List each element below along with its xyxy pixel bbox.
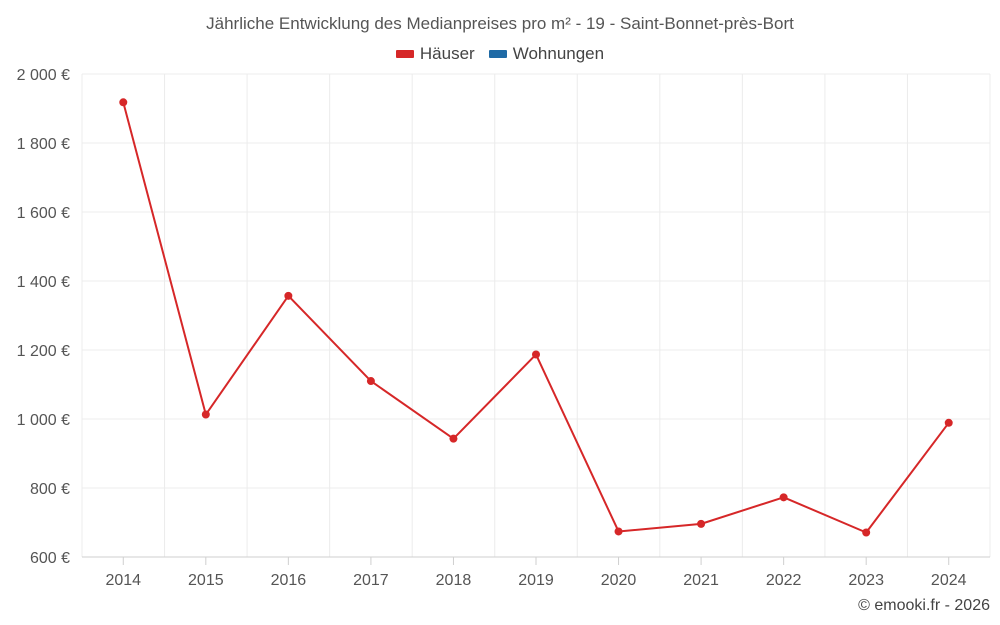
legend-swatch-houses xyxy=(395,50,414,58)
data-point xyxy=(862,528,871,537)
y-tick-label: 800 € xyxy=(30,481,70,498)
y-tick-label: 1 400 € xyxy=(17,274,70,291)
data-point xyxy=(532,350,540,359)
y-tick-label: 1 200 € xyxy=(17,343,70,360)
x-tick-label: 2017 xyxy=(353,572,389,589)
data-point xyxy=(119,98,128,107)
x-tick-label: 2022 xyxy=(766,572,802,589)
y-tick-label: 1 800 € xyxy=(17,136,70,153)
legend-label-houses: Häuser xyxy=(419,44,475,63)
credit-text: © emooki.fr - 2026 xyxy=(858,597,990,614)
legend-label-apartments: Wohnungen xyxy=(512,44,605,63)
legend-swatch-apartments xyxy=(488,50,507,58)
x-tick-label: 2021 xyxy=(683,572,719,589)
legend-item-houses[interactable]: Häuser xyxy=(395,44,475,64)
x-tick-label: 2016 xyxy=(271,572,307,589)
x-tick-label: 2015 xyxy=(188,572,224,589)
y-tick-label: 1 600 € xyxy=(17,205,70,222)
data-point xyxy=(779,493,788,502)
data-point xyxy=(284,291,293,300)
data-point xyxy=(697,519,706,528)
data-point xyxy=(944,418,953,427)
x-tick-label: 2020 xyxy=(601,572,637,589)
chart-legend: Häuser Wohnungen xyxy=(0,44,1000,64)
y-tick-label: 2 000 € xyxy=(17,67,70,84)
y-tick-label: 1 000 € xyxy=(17,412,70,429)
data-point xyxy=(201,410,210,419)
data-point xyxy=(449,434,458,443)
x-tick-label: 2023 xyxy=(848,572,884,589)
x-tick-label: 2019 xyxy=(518,572,554,589)
x-tick-label: 2014 xyxy=(105,572,141,589)
x-tick-label: 2018 xyxy=(436,572,472,589)
data-point xyxy=(614,527,623,536)
data-point xyxy=(366,377,375,386)
y-tick-label: 600 € xyxy=(30,550,70,567)
chart-title: Jährliche Entwicklung des Medianpreises … xyxy=(206,14,794,33)
legend-item-apartments[interactable]: Wohnungen xyxy=(488,44,605,64)
x-tick-label: 2024 xyxy=(931,572,967,589)
